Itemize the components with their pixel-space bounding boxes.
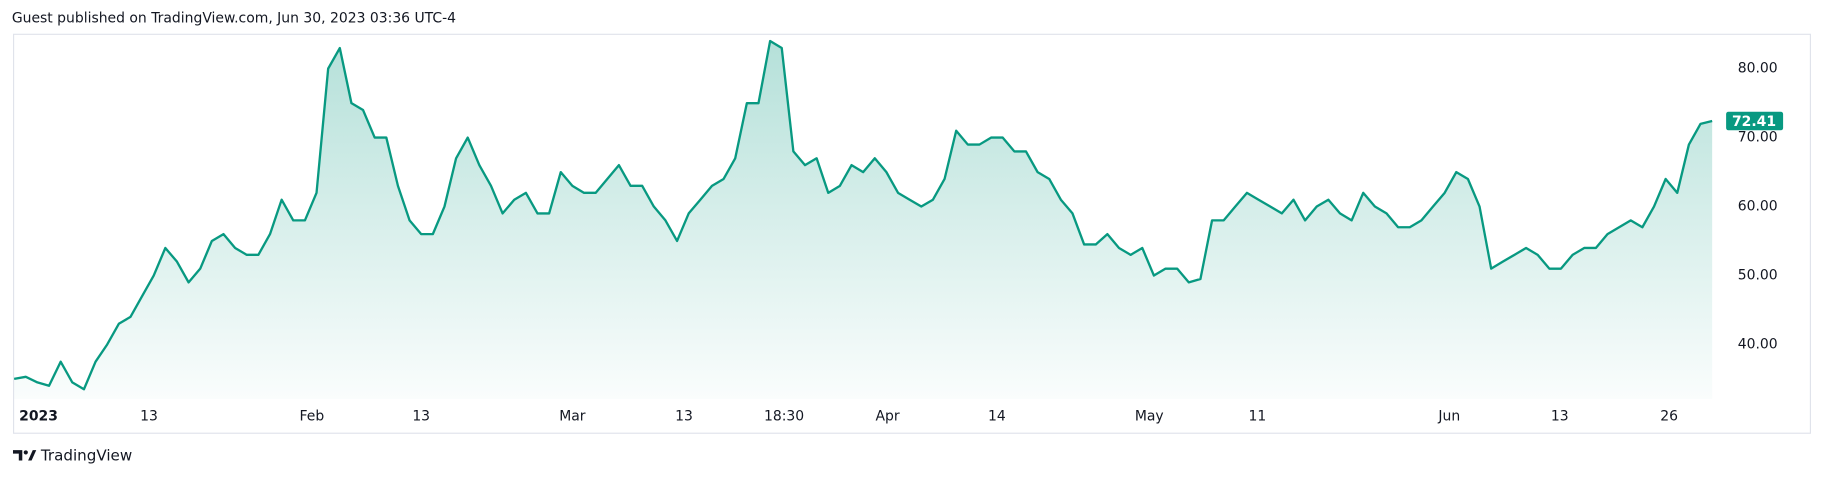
x-tick-label: 13 bbox=[1551, 408, 1569, 424]
x-tick-label: Feb bbox=[300, 408, 325, 424]
x-tick-label: 11 bbox=[1249, 408, 1267, 424]
x-tick-label: 13 bbox=[675, 408, 693, 424]
x-tick-label: Jun bbox=[1437, 408, 1460, 424]
x-tick-label: May bbox=[1135, 408, 1164, 424]
x-tick-label: Mar bbox=[559, 408, 586, 424]
x-tick-label: Apr bbox=[876, 408, 900, 424]
x-tick-label: 26 bbox=[1660, 408, 1678, 424]
x-tick-label: 14 bbox=[988, 408, 1006, 424]
last-price-box bbox=[1726, 111, 1784, 131]
y-tick-label: 70.00 bbox=[1738, 130, 1778, 146]
chart-frame bbox=[12, 33, 1812, 434]
area bbox=[14, 41, 1713, 399]
y-tick-label: 40.00 bbox=[1738, 336, 1778, 352]
x-tick-label: 2023 bbox=[19, 408, 58, 424]
x-tick-label: 13 bbox=[412, 408, 430, 424]
brand: TradingView bbox=[40, 446, 132, 464]
line bbox=[13, 39, 1713, 391]
y-tick-label: 60.00 bbox=[1738, 199, 1778, 215]
y-tick-label: 50.00 bbox=[1738, 268, 1778, 284]
y-tick-label: 80.00 bbox=[1738, 61, 1778, 77]
logo bbox=[12, 450, 37, 461]
last-price-label: 72.41 bbox=[1732, 114, 1776, 130]
x-tick-label: 13 bbox=[140, 408, 158, 424]
header: Guest published on TradingView.com, Jun … bbox=[12, 11, 456, 27]
x-tick-label: 18:30 bbox=[764, 408, 804, 424]
